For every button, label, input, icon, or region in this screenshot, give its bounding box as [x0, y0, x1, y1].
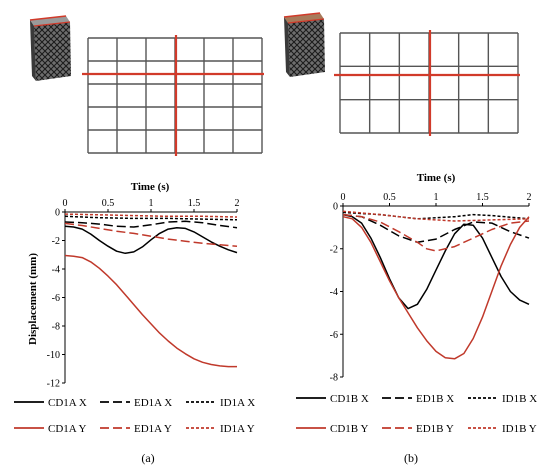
- series-line-ed1b-y: [342, 213, 530, 252]
- chart-a-legend: CD1A X ED1A X ID1A X CD1A Y ED1A Y ID1A Y: [14, 397, 255, 435]
- y-tick-label: -2: [52, 236, 60, 247]
- chart-a-ylabel: Displacement (mm): [27, 253, 39, 345]
- legend-label: CD1A Y: [48, 423, 86, 435]
- series-line-ed1a-y: [64, 222, 238, 247]
- floor-grid-a: [82, 35, 264, 156]
- x-tick-label: 0.5: [383, 192, 396, 203]
- y-tick-label: -8: [330, 373, 338, 384]
- y-tick-label: -6: [330, 330, 338, 341]
- chart-b: 0 0.5 1 1.5 2 0 -2 -4 -6 -8: [330, 192, 532, 384]
- x-tick-label: 1.5: [188, 198, 201, 209]
- legend-label: CD1B X: [330, 393, 369, 405]
- y-tick-label: -2: [330, 244, 338, 255]
- legend-label: CD1A X: [48, 397, 87, 409]
- chart-a-xlabel: Time (s): [131, 181, 170, 193]
- tower-b-illustration: [283, 12, 325, 77]
- legend-label: ID1B X: [502, 393, 537, 405]
- series-line-cd1b-y: [342, 215, 530, 360]
- series-line-ed1a-x: [64, 220, 238, 229]
- legend-label: ID1A Y: [220, 423, 255, 435]
- series-line-id1b-y: [342, 210, 530, 222]
- series-line-id1a-x: [64, 215, 238, 221]
- chart-b-legend: CD1B X ED1B X ID1B X CD1B Y ED1B Y ID1B Y: [296, 393, 537, 435]
- x-tick-label: 2: [235, 198, 240, 209]
- legend-label: ED1B Y: [416, 423, 454, 435]
- y-tick-label: -12: [47, 379, 60, 390]
- panel-label-a: (a): [141, 451, 154, 465]
- tower-a-illustration: [29, 15, 71, 81]
- y-tick-label: -4: [330, 287, 338, 298]
- y-tick-label: -10: [47, 350, 60, 361]
- chart-a: 0 0.5 1 1.5 2 0 -2 -4 -6 -8 -10 -12: [47, 198, 240, 390]
- legend-label: ID1B Y: [502, 423, 537, 435]
- series-line-cd1a-x: [64, 225, 238, 255]
- x-tick-label: 1.5: [476, 192, 489, 203]
- legend-label: CD1B Y: [330, 423, 368, 435]
- series-line-id1a-y: [64, 213, 238, 218]
- y-tick-label: -6: [52, 293, 60, 304]
- x-tick-label: 0: [341, 192, 346, 203]
- x-tick-label: 1: [434, 192, 439, 203]
- legend-label: ED1B X: [416, 393, 454, 405]
- x-tick-label: 0.5: [102, 198, 115, 209]
- series-line-ed1b-x: [342, 213, 530, 244]
- series-line-cd1a-y: [64, 254, 237, 368]
- x-tick-label: 2: [527, 192, 532, 203]
- floor-grid-b: [334, 30, 520, 136]
- y-tick-label: -8: [52, 322, 60, 333]
- legend-label: ID1A X: [220, 397, 255, 409]
- legend-label: ED1A X: [134, 397, 172, 409]
- x-tick-label: 1: [149, 198, 154, 209]
- chart-b-xlabel: Time (s): [417, 172, 456, 184]
- series-line-cd1b-x: [342, 213, 530, 310]
- legend-label: ED1A Y: [134, 423, 172, 435]
- y-tick-label: 0: [333, 202, 338, 213]
- y-tick-label: -4: [52, 265, 60, 276]
- panel-label-b: (b): [404, 451, 418, 465]
- x-tick-label: 0: [63, 198, 68, 209]
- y-tick-label: 0: [55, 208, 60, 219]
